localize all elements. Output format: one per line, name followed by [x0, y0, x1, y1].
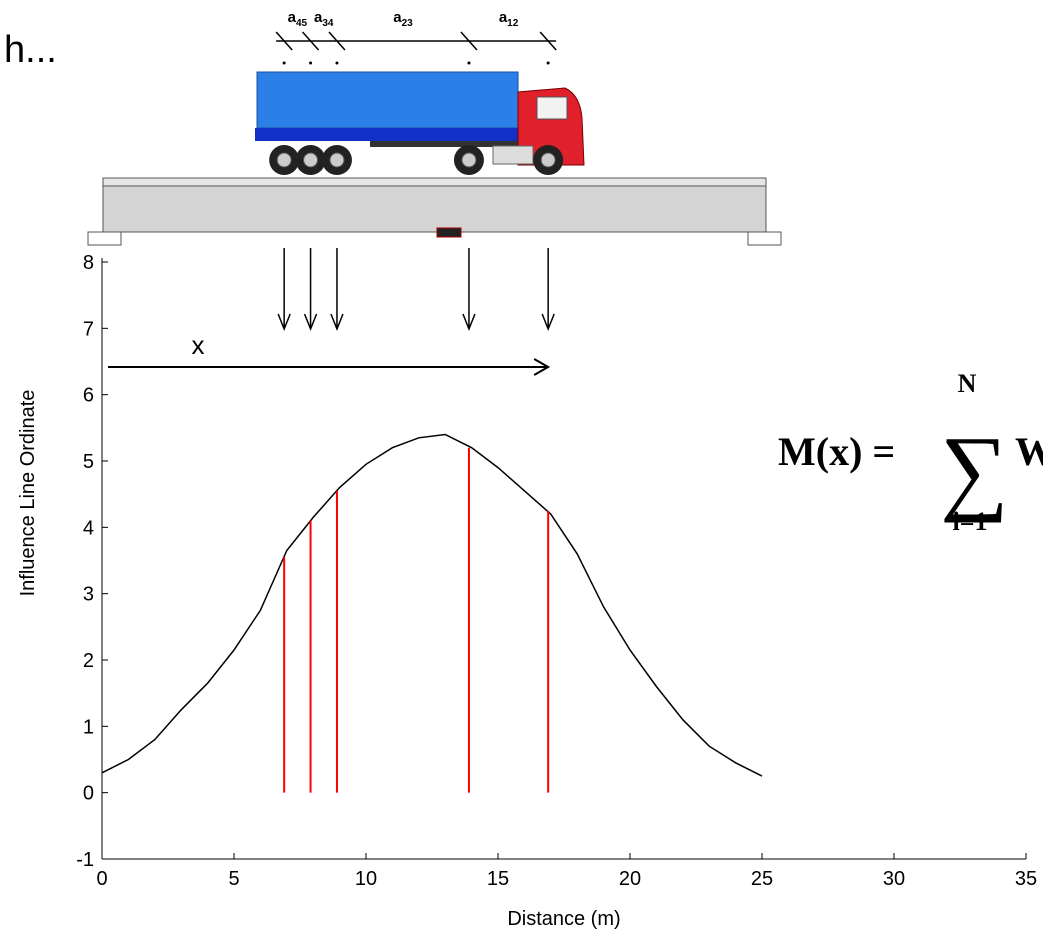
formula-lhs: M(x) =: [778, 429, 895, 474]
x-tick-label: 5: [228, 868, 239, 890]
y-tick-label: -1: [76, 849, 94, 871]
formula-lower: i=1: [952, 507, 987, 536]
y-axis-label: Influence Line Ordinate: [17, 390, 39, 597]
wheel-hub: [303, 152, 319, 168]
cab-window: [536, 96, 568, 120]
bridge-deck-top: [102, 177, 767, 187]
trailer-base: [255, 128, 520, 141]
formula: M(x) = ∑ N i=1 W: [778, 369, 1043, 536]
dimension-dot: [282, 61, 286, 65]
corner-text: h...: [4, 29, 57, 71]
y-tick-label: 1: [83, 716, 94, 738]
load-arrow-head: [541, 313, 555, 332]
x-tick-label: 15: [487, 868, 509, 890]
dimension-dot: [467, 61, 471, 65]
spacing-label: a12: [499, 9, 519, 29]
y-tick-label: 7: [83, 318, 94, 340]
formula-upper: N: [958, 369, 977, 398]
load-arrow-head: [330, 313, 344, 332]
spacing-subscript: 34: [322, 18, 334, 29]
formula-term: W: [1015, 429, 1043, 474]
y-tick-label: 8: [83, 252, 94, 274]
dimension-dot: [335, 61, 339, 65]
x-arrow-head: [533, 358, 551, 376]
x-tick-label: 10: [355, 868, 377, 890]
spacing-letter: a: [393, 9, 402, 26]
y-tick-label: 0: [83, 783, 94, 805]
spacing-subscript: 23: [402, 18, 414, 29]
y-tick-label: 3: [83, 584, 94, 606]
formula-sum: ∑: [940, 416, 1008, 523]
influence-line: [101, 433, 763, 777]
chassis: [370, 141, 520, 147]
load-arrow-head: [462, 313, 476, 332]
x-tick-label: 20: [619, 868, 641, 890]
wheel-hub: [276, 152, 292, 168]
x-tick-label: 30: [883, 868, 905, 890]
support: [747, 231, 782, 246]
x-tick-label: 35: [1015, 868, 1037, 890]
spacing-letter: a: [288, 9, 297, 26]
wheel-hub: [461, 152, 477, 168]
dimension-dot: [309, 61, 313, 65]
wheel-hub: [329, 152, 345, 168]
load-arrow-head: [277, 313, 291, 332]
dimension-dot: [546, 61, 550, 65]
load-arrow-head: [303, 313, 318, 332]
y-tick-label: 2: [83, 650, 94, 672]
x-tick-label: 0: [96, 868, 107, 890]
spacing-subscript: 12: [507, 18, 519, 29]
sensor: [436, 227, 462, 238]
spacing-subscript: 45: [296, 18, 308, 29]
spacing-letter: a: [314, 9, 323, 26]
x-axis-label: Distance (m): [507, 908, 620, 930]
trailer: [256, 71, 519, 129]
support: [87, 231, 122, 246]
y-tick-label: 6: [83, 385, 94, 407]
wheel-hub: [540, 152, 556, 168]
y-tick-label: 4: [83, 517, 94, 539]
y-tick-label: 5: [83, 451, 94, 473]
x-tick-label: 25: [751, 868, 773, 890]
spacing-label: a34: [314, 9, 334, 29]
spacing-label: a45: [288, 9, 308, 29]
spacing-label: a23: [393, 9, 413, 29]
bridge-deck: [102, 185, 767, 233]
x-marker-label: x: [192, 330, 205, 360]
spacing-letter: a: [499, 9, 508, 26]
tank: [492, 145, 534, 165]
